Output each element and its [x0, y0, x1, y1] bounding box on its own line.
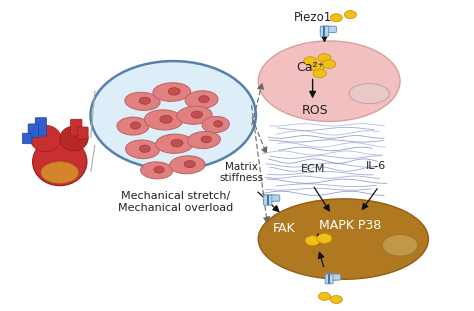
Circle shape: [330, 295, 342, 304]
Ellipse shape: [117, 117, 149, 135]
FancyBboxPatch shape: [325, 274, 333, 284]
Ellipse shape: [41, 162, 79, 183]
FancyBboxPatch shape: [35, 118, 46, 136]
Ellipse shape: [201, 136, 211, 143]
FancyBboxPatch shape: [71, 119, 82, 136]
Text: Ca²⁺: Ca²⁺: [296, 61, 324, 74]
Text: IL-6: IL-6: [366, 161, 386, 171]
Ellipse shape: [171, 139, 183, 147]
FancyBboxPatch shape: [326, 274, 336, 280]
Ellipse shape: [188, 132, 220, 149]
Circle shape: [330, 14, 342, 22]
Ellipse shape: [141, 162, 173, 179]
Text: ROS: ROS: [301, 104, 328, 117]
Circle shape: [305, 236, 320, 246]
FancyBboxPatch shape: [78, 127, 88, 139]
FancyBboxPatch shape: [264, 195, 275, 201]
Ellipse shape: [214, 121, 222, 127]
FancyBboxPatch shape: [325, 26, 337, 33]
Ellipse shape: [185, 91, 218, 109]
Ellipse shape: [125, 92, 160, 110]
Ellipse shape: [139, 97, 151, 104]
FancyBboxPatch shape: [320, 26, 328, 36]
Ellipse shape: [168, 88, 180, 95]
Ellipse shape: [349, 84, 390, 104]
Circle shape: [313, 69, 326, 78]
Text: FAK: FAK: [273, 222, 296, 235]
FancyBboxPatch shape: [330, 274, 340, 280]
Ellipse shape: [177, 106, 212, 124]
Ellipse shape: [258, 199, 428, 279]
Ellipse shape: [154, 166, 164, 173]
Circle shape: [91, 61, 256, 169]
Ellipse shape: [202, 116, 229, 133]
Ellipse shape: [60, 126, 88, 151]
FancyBboxPatch shape: [28, 124, 38, 137]
Ellipse shape: [30, 125, 61, 152]
FancyBboxPatch shape: [22, 133, 32, 144]
Ellipse shape: [258, 41, 400, 121]
Circle shape: [318, 292, 330, 300]
FancyBboxPatch shape: [321, 26, 332, 33]
Circle shape: [318, 53, 331, 62]
Circle shape: [304, 57, 317, 65]
Ellipse shape: [160, 115, 173, 123]
Ellipse shape: [130, 122, 140, 129]
Text: Matrix
stiffness: Matrix stiffness: [219, 162, 264, 183]
FancyBboxPatch shape: [269, 195, 280, 201]
FancyBboxPatch shape: [264, 195, 272, 205]
Ellipse shape: [199, 95, 209, 103]
Ellipse shape: [145, 110, 183, 130]
Text: MAPK P38: MAPK P38: [319, 219, 382, 232]
Circle shape: [317, 234, 332, 244]
Ellipse shape: [139, 145, 150, 152]
Ellipse shape: [156, 134, 193, 153]
Circle shape: [311, 63, 324, 72]
Ellipse shape: [126, 140, 159, 159]
Ellipse shape: [153, 83, 191, 101]
Ellipse shape: [170, 156, 205, 174]
Ellipse shape: [33, 138, 87, 186]
Text: Piezo1: Piezo1: [293, 11, 332, 24]
Circle shape: [344, 11, 356, 19]
Ellipse shape: [184, 160, 195, 168]
Circle shape: [322, 60, 336, 68]
Ellipse shape: [191, 111, 202, 118]
Text: Mechanical stretch/
Mechanical overload: Mechanical stretch/ Mechanical overload: [118, 191, 233, 213]
Text: ECM: ECM: [301, 165, 325, 174]
Ellipse shape: [383, 234, 418, 256]
